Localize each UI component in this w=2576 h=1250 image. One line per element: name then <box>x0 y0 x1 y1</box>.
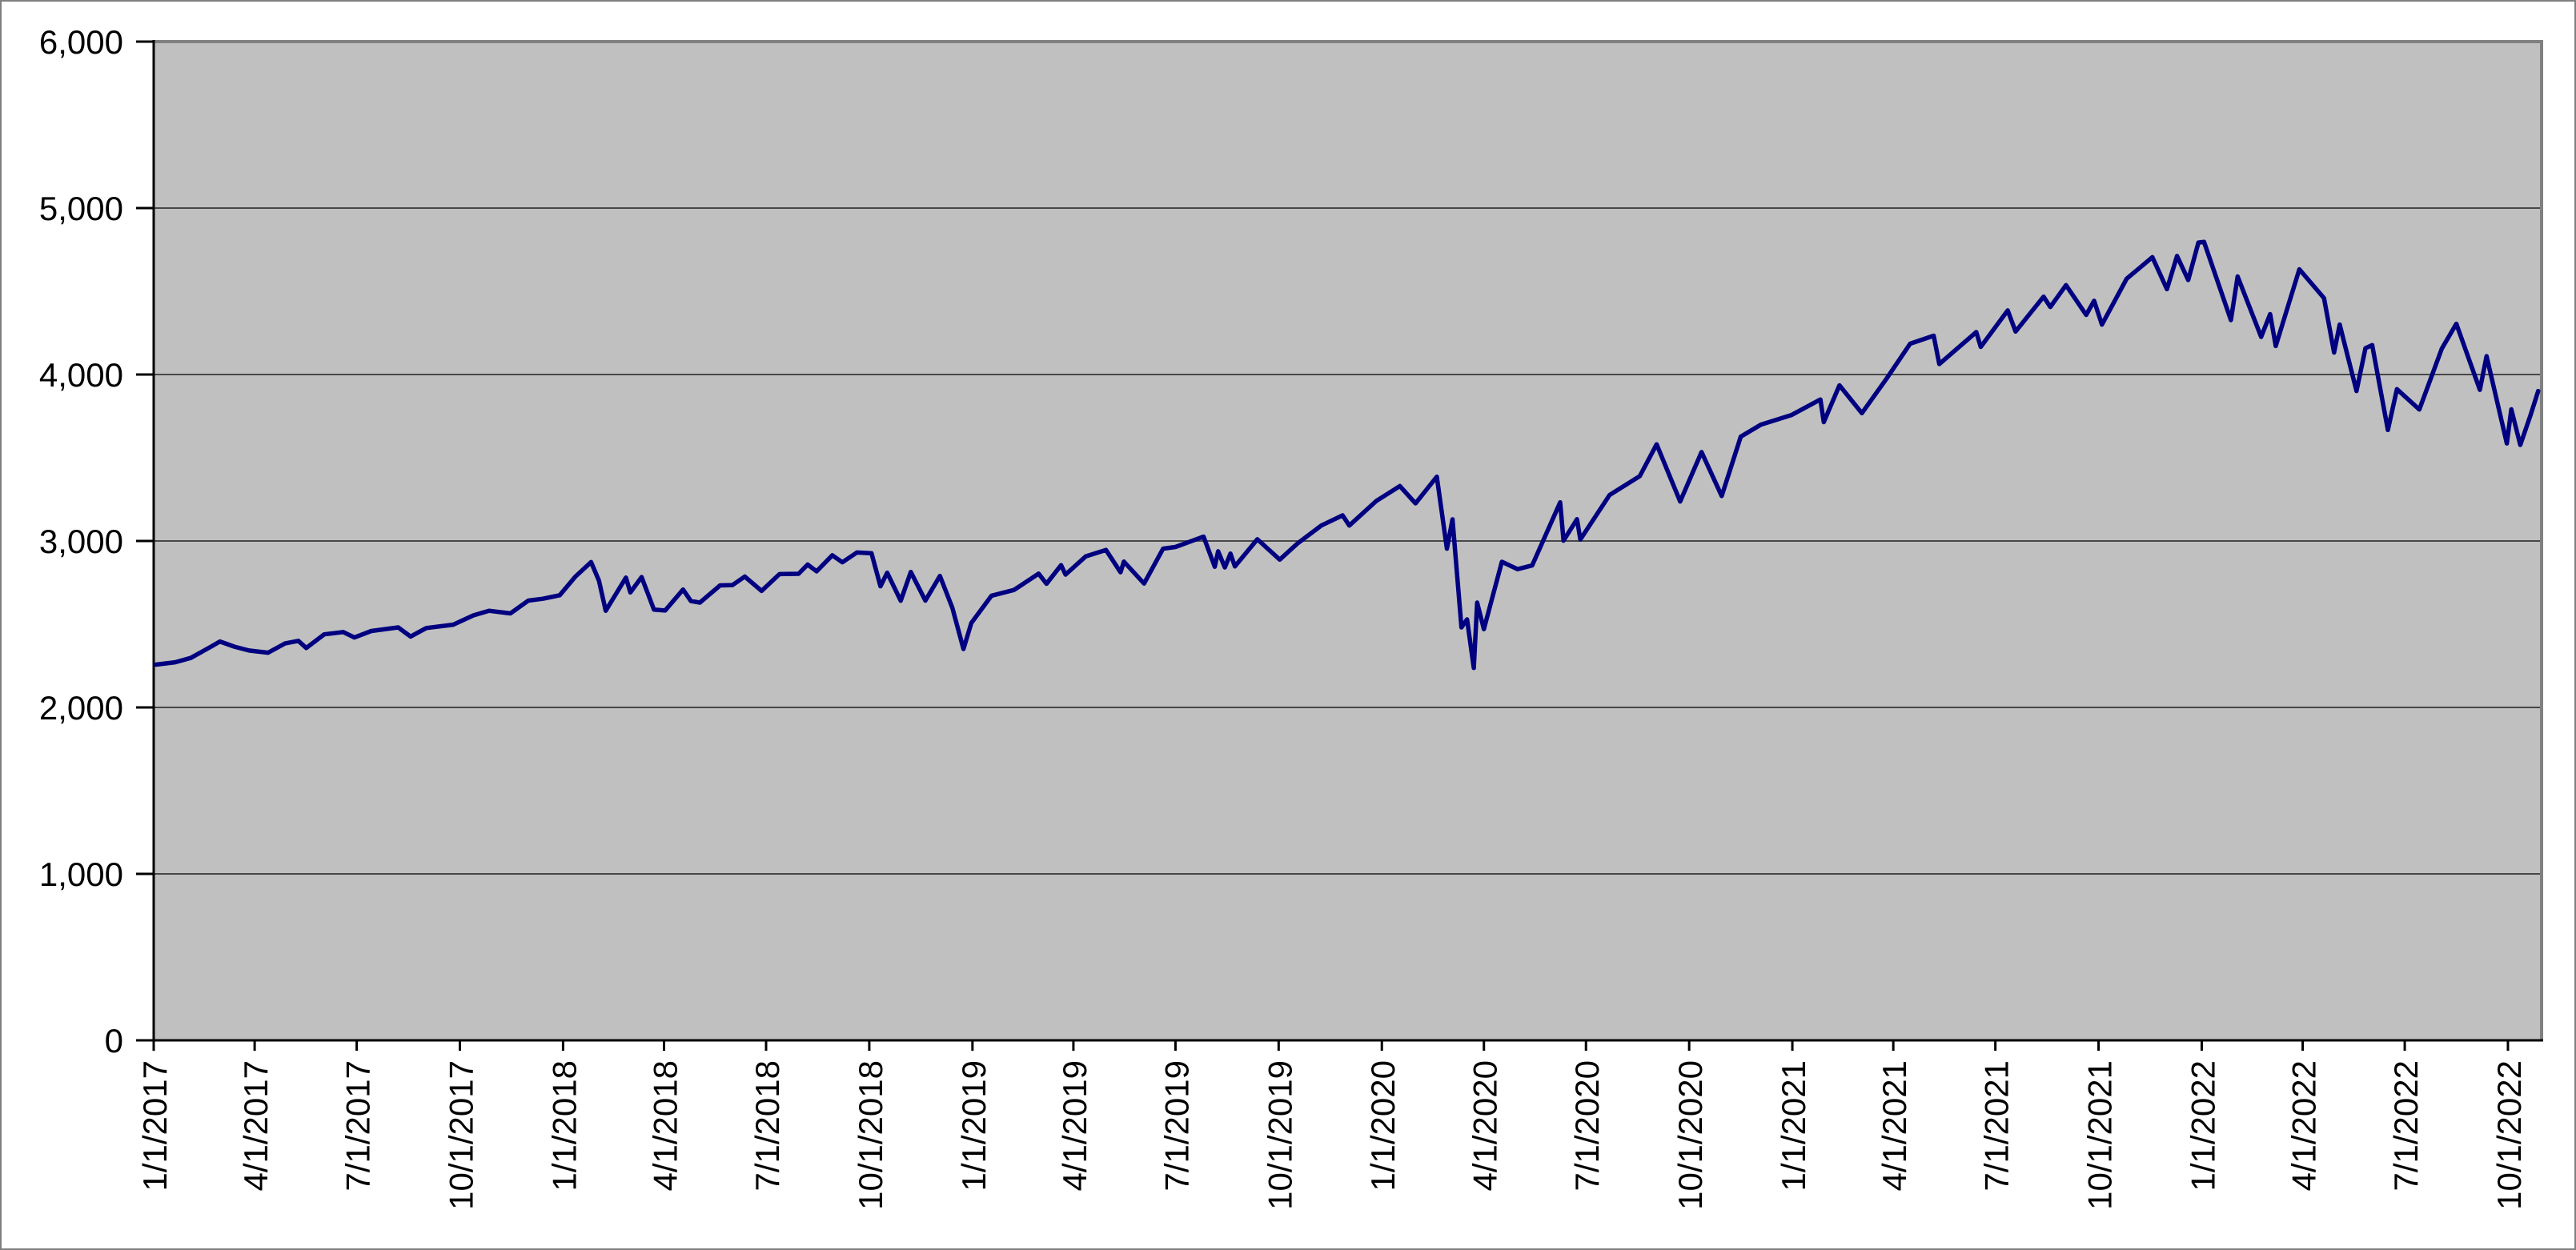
price-line-series <box>154 239 2541 671</box>
x-axis-label: 1/1/2018 <box>545 1060 583 1192</box>
x-axis-label: 7/1/2019 <box>1158 1060 1195 1192</box>
y-axis-label: 4,000 <box>39 356 123 394</box>
x-axis-label: 10/1/2018 <box>852 1060 889 1210</box>
x-axis-label: 1/1/2022 <box>2184 1060 2221 1192</box>
x-axis-label: 4/1/2020 <box>1467 1060 1504 1192</box>
x-axis-label: 4/1/2018 <box>647 1060 684 1192</box>
x-axis-label: 4/1/2019 <box>1056 1060 1093 1192</box>
y-axis-label: 3,000 <box>39 523 123 560</box>
x-axis-label: 7/1/2020 <box>1568 1060 1606 1192</box>
x-axis-label: 7/1/2018 <box>748 1060 786 1192</box>
x-axis-label: 10/1/2017 <box>443 1060 480 1210</box>
y-axis-label: 6,000 <box>39 23 123 61</box>
x-axis-label: 4/1/2022 <box>2285 1060 2323 1192</box>
x-axis-label: 1/1/2021 <box>1775 1060 1812 1192</box>
x-axis-label: 7/1/2017 <box>339 1060 377 1192</box>
x-axis-label: 4/1/2017 <box>237 1060 275 1192</box>
y-axis-label: 5,000 <box>39 190 123 227</box>
x-axis-label: 1/1/2017 <box>136 1060 174 1192</box>
x-axis-label: 10/1/2020 <box>1671 1060 1709 1210</box>
x-axis-label: 4/1/2021 <box>1876 1060 1913 1192</box>
y-axis-label: 1,000 <box>39 855 123 893</box>
x-axis-label: 1/1/2019 <box>955 1060 993 1192</box>
y-axis-label: 0 <box>105 1022 123 1060</box>
x-axis-label: 10/1/2021 <box>2081 1060 2119 1210</box>
x-axis-label: 1/1/2020 <box>1364 1060 1402 1192</box>
x-axis-label: 10/1/2019 <box>1261 1060 1298 1210</box>
x-axis-label: 7/1/2022 <box>2387 1060 2425 1192</box>
x-axis-label: 10/1/2022 <box>2490 1060 2528 1210</box>
x-axis-label: 7/1/2021 <box>1978 1060 2016 1192</box>
y-axis-label: 2,000 <box>39 689 123 727</box>
